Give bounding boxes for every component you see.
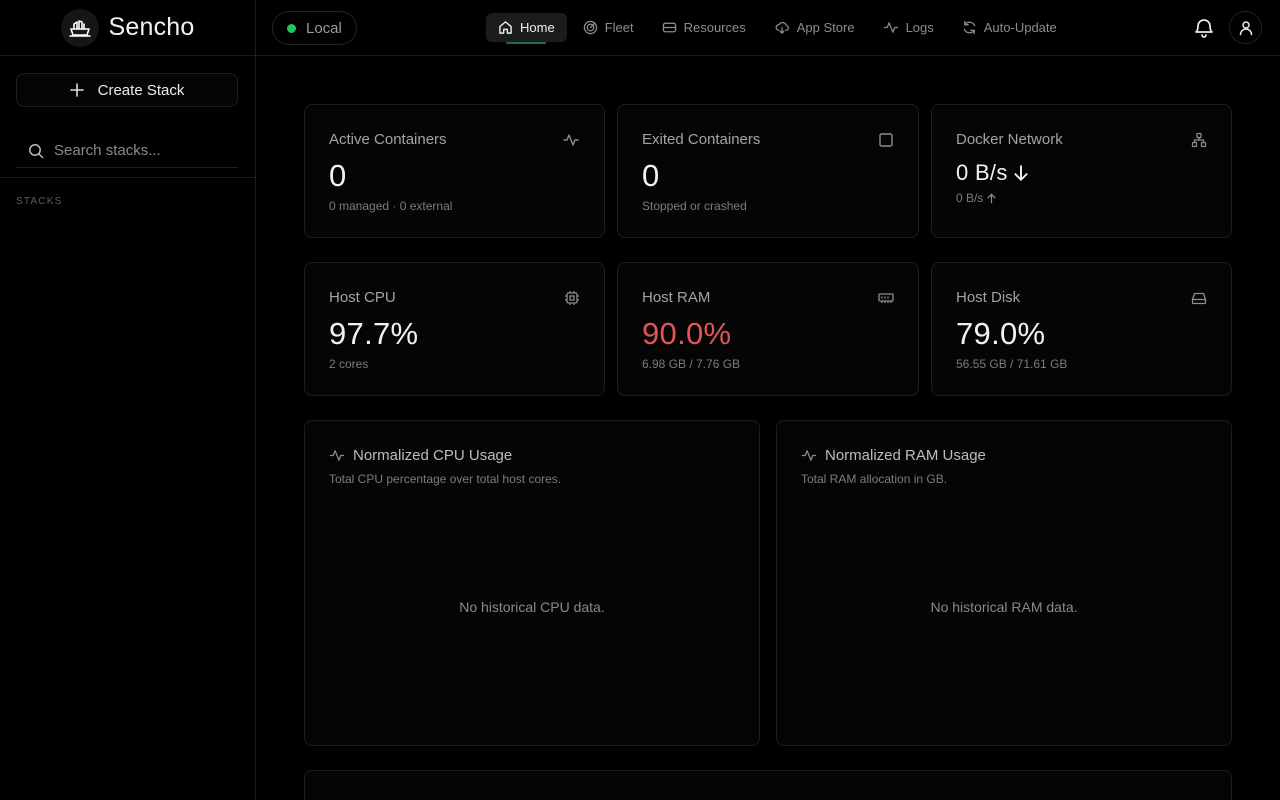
active-containers-card: Active Containers 0 0 managed · 0 extern… [304, 104, 605, 238]
top-bar: Local Home Fleet Resources App Store Log… [256, 0, 1280, 56]
exited-containers-card: Exited Containers 0 Stopped or crashed [617, 104, 919, 238]
network-upload-value: 0 B/s [956, 191, 984, 205]
nav-fleet-label: Fleet [604, 20, 634, 35]
search-icon [29, 143, 44, 158]
nav-auto-update-label: Auto-Update [983, 20, 1057, 35]
search-stacks [16, 134, 238, 168]
host-cpu-card: Host CPU 97.7% 2 cores [304, 262, 605, 396]
ram-usage-chart-card: Normalized RAM Usage Total RAM allocatio… [776, 420, 1232, 746]
arrow-down-icon [1014, 165, 1028, 181]
network-download: 0 B/s [956, 160, 1030, 186]
stacks-section-label: STACKS [16, 196, 63, 207]
additional-card [304, 770, 1232, 800]
activity-icon [883, 22, 898, 33]
network-icon [1191, 132, 1207, 148]
chart-title: Normalized CPU Usage [329, 447, 512, 464]
activity-icon [329, 450, 345, 461]
create-stack-label: Create Stack [97, 81, 185, 99]
network-download-value: 0 B/s [956, 160, 1008, 185]
cpu-usage-chart-card: Normalized CPU Usage Total CPU percentag… [304, 420, 760, 746]
nav-home-label: Home [520, 20, 555, 35]
cpu-icon [565, 291, 579, 305]
brand[interactable]: Sencho [0, 0, 255, 56]
card-value: 97.7% [329, 316, 419, 351]
host-disk-card: Host Disk 79.0% 56.55 GB / 71.61 GB [931, 262, 1232, 396]
docker-network-card: Docker Network 0 B/s 0 B/s [931, 104, 1232, 238]
chart-empty-message: No historical CPU data. [459, 599, 605, 615]
hard-drive-icon [662, 22, 676, 33]
create-stack-button[interactable]: Create Stack [16, 73, 238, 107]
card-subtitle: Stopped or crashed [642, 199, 747, 213]
network-upload: 0 B/s [956, 191, 997, 205]
card-subtitle: 0 managed · 0 external [329, 199, 453, 213]
chart-empty-message: No historical RAM data. [930, 599, 1078, 615]
card-title: Host CPU [329, 289, 396, 306]
chart-title: Normalized RAM Usage [801, 447, 986, 464]
card-title: Host Disk [956, 289, 1021, 306]
card-title: Host RAM [642, 289, 711, 306]
nav-auto-update[interactable]: Auto-Update [950, 13, 1069, 42]
chart-subtitle: Total RAM allocation in GB. [801, 472, 948, 486]
cloud-download-icon [775, 21, 789, 34]
card-subtitle: 2 cores [329, 357, 369, 371]
memory-icon [878, 293, 894, 303]
hard-drive-icon [1191, 292, 1207, 305]
card-title: Active Containers [329, 131, 447, 148]
square-icon [879, 133, 893, 147]
user-menu-button[interactable] [1229, 11, 1262, 44]
brand-name: Sencho [108, 13, 195, 41]
activity-icon [563, 134, 579, 146]
card-subtitle: 56.55 GB / 71.61 GB [956, 357, 1068, 371]
node-status-dot [287, 23, 296, 33]
main-nav: Home Fleet Resources App Store Logs Auto… [486, 13, 1069, 44]
bell-icon [1195, 19, 1213, 38]
card-value: 0 [329, 158, 347, 193]
card-subtitle: 6.98 GB / 7.76 GB [642, 357, 741, 371]
sidebar: Sencho Create Stack STACKS [0, 0, 256, 800]
node-selector[interactable]: Local [272, 11, 357, 45]
search-input[interactable] [54, 142, 224, 159]
plus-icon [69, 83, 84, 97]
refresh-icon [963, 20, 976, 35]
nav-app-store[interactable]: App Store [762, 13, 867, 42]
chart-subtitle: Total CPU percentage over total host cor… [329, 472, 562, 486]
node-label: Local [306, 19, 342, 37]
nav-logs-label: Logs [905, 20, 934, 35]
nav-resources-label: Resources [683, 20, 746, 35]
arrow-up-icon [987, 193, 996, 203]
notifications-button[interactable] [1192, 16, 1216, 40]
chart-title-text: Normalized CPU Usage [353, 447, 513, 464]
card-value: 0 [642, 158, 660, 193]
nav-app-store-label: App Store [796, 20, 855, 35]
nav-fleet[interactable]: Fleet [571, 13, 646, 42]
chart-title-text: Normalized RAM Usage [825, 447, 986, 464]
card-title: Exited Containers [642, 131, 761, 148]
host-ram-card: Host RAM 90.0% 6.98 GB / 7.76 GB [617, 262, 919, 396]
user-icon [1239, 20, 1252, 35]
radar-icon [583, 20, 597, 35]
home-icon [499, 21, 512, 34]
card-value: 79.0% [956, 316, 1046, 351]
card-title: Docker Network [956, 131, 1063, 148]
sencho-logo-icon [60, 8, 99, 47]
card-value: 90.0% [642, 316, 732, 351]
nav-logs[interactable]: Logs [871, 13, 946, 42]
sidebar-divider [0, 177, 256, 178]
activity-icon [801, 450, 817, 461]
nav-resources[interactable]: Resources [650, 13, 758, 42]
nav-home[interactable]: Home [486, 13, 567, 44]
